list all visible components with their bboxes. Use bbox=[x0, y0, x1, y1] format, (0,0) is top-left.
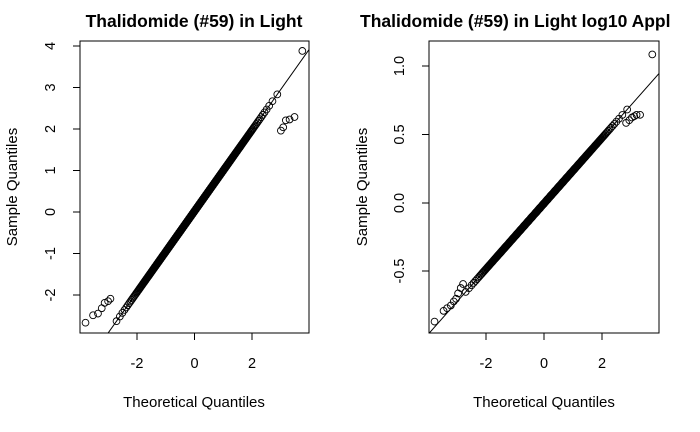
data-point bbox=[443, 304, 451, 313]
panel-1-y-tick-label: 4 bbox=[43, 42, 59, 50]
panel-1-x-tick-label: 2 bbox=[248, 356, 256, 372]
data-point bbox=[625, 116, 634, 125]
panel-2-plot-area bbox=[429, 50, 659, 333]
data-point bbox=[618, 111, 627, 119]
data-point bbox=[273, 90, 282, 99]
data-point bbox=[285, 115, 294, 124]
data-point bbox=[623, 105, 632, 114]
panel-2-x-axis-label: Theoretical Quantiles bbox=[473, 394, 615, 411]
data-point bbox=[456, 284, 465, 292]
panel-1-x-axis: -2 0 2 bbox=[131, 332, 256, 372]
panel-1-y-tick-label: 3 bbox=[43, 83, 59, 91]
panel-1-x-tick-label: -2 bbox=[131, 356, 144, 372]
data-point bbox=[279, 123, 288, 132]
panel-2-x-tick-label: 2 bbox=[598, 356, 606, 372]
panel-1-plot-area bbox=[81, 47, 309, 333]
data-point bbox=[632, 110, 641, 119]
data-point bbox=[106, 294, 115, 303]
panel-2-y-tick-label: 0.0 bbox=[392, 193, 408, 213]
data-point bbox=[94, 309, 102, 318]
data-point bbox=[648, 50, 657, 59]
data-point bbox=[452, 294, 460, 303]
data-point bbox=[449, 297, 458, 306]
data-point bbox=[281, 116, 290, 125]
panel-1-y-axis-label: Sample Quantiles bbox=[4, 128, 21, 246]
qq-panel-1: Thalidomide (#59) in Light Theoretical Q… bbox=[4, 11, 310, 411]
panel-2-x-axis: -2 0 2 bbox=[480, 332, 606, 372]
data-point bbox=[446, 301, 455, 310]
panel-1-y-tick-label: 2 bbox=[43, 125, 59, 133]
panel-2-y-tick-label: 1.0 bbox=[392, 56, 408, 76]
data-point bbox=[636, 110, 644, 119]
panel-1-x-tick-label: 0 bbox=[190, 356, 198, 372]
data-point bbox=[268, 97, 277, 106]
panel-1-y-tick-label: 1 bbox=[43, 166, 59, 174]
data-point bbox=[128, 294, 137, 303]
panel-1-y-tick-label: -1 bbox=[43, 247, 59, 260]
data-point bbox=[258, 111, 267, 119]
panel-2-y-axis-label: Sample Quantiles bbox=[354, 128, 371, 246]
panel-1-frame bbox=[79, 40, 310, 334]
panel-2-title: Thalidomide (#59) in Light log10 Appl bbox=[360, 11, 670, 31]
panel-1-y-tick-label: 0 bbox=[43, 208, 59, 216]
data-point bbox=[249, 123, 258, 132]
panel-1-y-tick-label: -2 bbox=[43, 289, 59, 302]
panel-1-y-axis: -2 -1 0 1 2 3 4 bbox=[43, 42, 81, 302]
panel-1-x-axis-label: Theoretical Quantiles bbox=[123, 394, 265, 411]
data-point bbox=[630, 112, 639, 121]
data-point bbox=[81, 318, 90, 327]
data-point bbox=[608, 122, 617, 130]
data-point bbox=[459, 280, 467, 288]
data-point bbox=[628, 113, 636, 122]
panel-2-x-tick-label: -2 bbox=[480, 356, 493, 372]
data-point bbox=[610, 120, 619, 128]
panel-2-y-axis: -0.5 0.0 0.5 1.0 bbox=[392, 56, 430, 284]
data-point bbox=[104, 297, 112, 306]
data-point bbox=[298, 47, 307, 55]
qq-panel-2: Thalidomide (#59) in Light log10 Appl Th… bbox=[354, 11, 670, 411]
data-point bbox=[100, 299, 109, 307]
panel-1-title: Thalidomide (#59) in Light bbox=[86, 11, 303, 31]
data-point bbox=[603, 128, 612, 136]
panel-2-y-tick-label: -0.5 bbox=[392, 259, 408, 284]
data-point bbox=[467, 281, 476, 290]
data-point bbox=[430, 317, 439, 326]
panel-2-x-tick-label: 0 bbox=[540, 356, 548, 372]
panel-2-y-tick-label: 0.5 bbox=[392, 124, 408, 144]
data-point bbox=[89, 311, 97, 320]
data-point bbox=[290, 113, 299, 121]
